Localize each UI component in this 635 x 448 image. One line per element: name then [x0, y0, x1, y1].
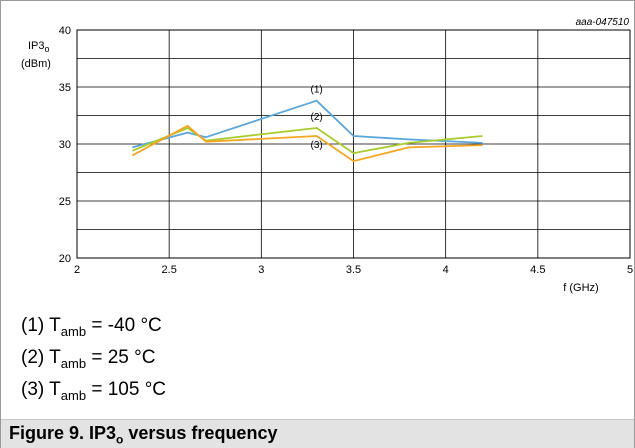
series-label-3: (3): [311, 140, 323, 151]
legend-item-2-suffix: = 25 °C: [86, 347, 156, 368]
series-lines: [131, 99, 483, 163]
series-line-3: [131, 124, 483, 163]
x-tick-label: 2.5: [162, 264, 177, 276]
y-axis-label-main: IP3: [28, 40, 45, 52]
legend-item-3-sub: amb: [60, 387, 87, 403]
legend-item-3-prefix: (3) T: [21, 379, 61, 400]
x-tick-label: 4: [443, 264, 449, 276]
y-tick-label: 30: [59, 139, 71, 151]
series-line-1: [132, 99, 483, 149]
x-tick-labels: 2 2.5 3 3.5 4 4.5 5: [74, 264, 633, 276]
series-label-2: (2): [311, 112, 323, 123]
y-tick-label: 35: [59, 82, 71, 94]
legend-item-1-prefix: (1) T: [21, 315, 61, 336]
legend-item-3: (3) Tamb = 105 °C: [21, 378, 166, 408]
series-line-2: [131, 127, 483, 155]
chart: 2 2.5 3 3.5 4 4.5 5 20 25 30 35 40 (1) (2) (3) aaa-0…: [21, 17, 633, 294]
series-labels: (1) (2) (3): [311, 85, 323, 151]
legend-item-1-sub: amb: [60, 323, 87, 339]
x-axis-label: f (GHz): [563, 282, 598, 294]
caption-suffix: versus frequency: [123, 423, 278, 443]
x-tick-label: 2: [74, 264, 80, 276]
x-tick-label: 4.5: [530, 264, 545, 276]
y-tick-label: 20: [59, 253, 71, 265]
caption-prefix: Figure 9. IP3: [9, 423, 117, 443]
legend-item-2-sub: amb: [60, 355, 87, 371]
series-label-1: (1): [311, 85, 323, 96]
legend-item-1: (1) Tamb = -40 °C: [21, 314, 162, 344]
x-tick-label: 5: [627, 264, 633, 276]
y-tick-label: 25: [59, 196, 71, 208]
x-tick-label: 3.5: [346, 264, 361, 276]
y-axis-label-sub: o: [45, 44, 50, 54]
figure-caption: Figure 9. IP3o versus frequency: [9, 423, 277, 447]
grid-lines: [77, 30, 630, 258]
x-tick-label: 3: [258, 264, 264, 276]
caption-sub: o: [116, 432, 124, 447]
legend-item-2-prefix: (2) T: [21, 347, 61, 368]
legend-item-2: (2) Tamb = 25 °C: [21, 346, 155, 376]
legend-item-1-suffix: = -40 °C: [86, 315, 162, 336]
y-tick-labels: 20 25 30 35 40: [59, 25, 71, 265]
legend-item-3-suffix: = 105 °C: [86, 379, 167, 400]
y-tick-label: 40: [59, 25, 71, 37]
caption-bar: Figure 9. IP3o versus frequency: [1, 419, 634, 448]
document-id: aaa-047510: [576, 17, 630, 28]
y-axis-label: IP3o: [28, 40, 50, 54]
y-axis-unit: (dBm): [21, 58, 51, 70]
